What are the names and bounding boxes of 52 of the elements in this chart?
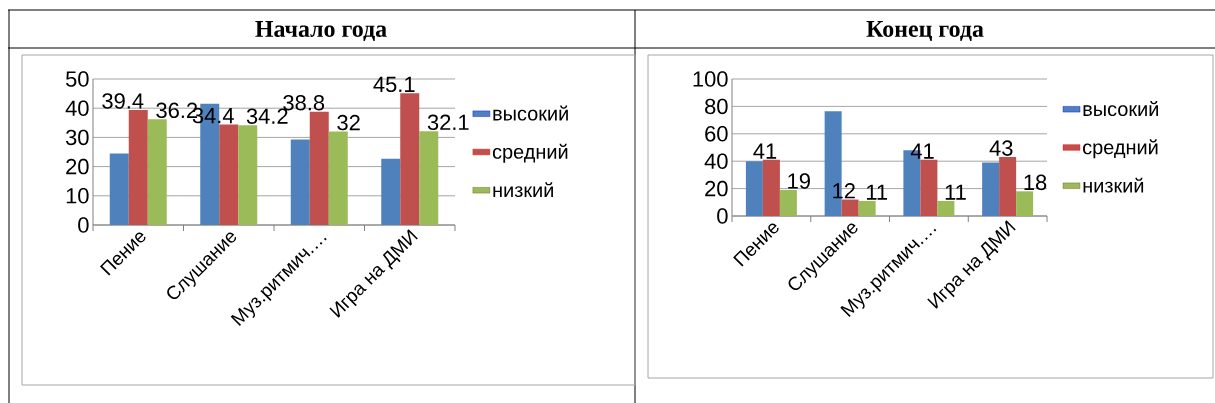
y-tick-label: 0	[717, 208, 728, 224]
bar	[238, 125, 258, 225]
legend-label: высокий	[1083, 101, 1158, 117]
chart-title: Конец года	[866, 21, 984, 41]
data-label: 19	[788, 173, 810, 189]
bar	[381, 158, 401, 225]
y-tick-label: 20	[66, 158, 89, 175]
bar	[779, 189, 797, 216]
bar	[1016, 191, 1034, 216]
bar	[400, 93, 420, 225]
y-tick-label: 40	[65, 100, 89, 116]
bar	[841, 199, 859, 216]
y-tick-label: 10	[66, 188, 89, 204]
data-label: 11	[945, 184, 966, 200]
y-tick-label: 50	[65, 71, 89, 87]
bar	[219, 124, 239, 225]
bar	[999, 157, 1017, 216]
chart-title: Начало года	[255, 21, 387, 41]
legend-label: высокий	[493, 105, 568, 121]
legend-label: средний	[492, 143, 568, 163]
data-label: 39.4	[102, 93, 144, 109]
bar	[745, 161, 763, 216]
y-tick-label: 0	[78, 217, 89, 233]
bar	[109, 153, 129, 225]
bar	[290, 139, 310, 225]
y-tick-label: 80	[705, 98, 728, 115]
legend-label: низкий	[493, 182, 553, 198]
data-label: 11	[867, 184, 888, 200]
y-tick-label: 30	[65, 129, 89, 146]
y-tick-label: 20	[705, 180, 728, 197]
bar	[147, 119, 167, 225]
data-label: 18	[1024, 174, 1047, 191]
data-label: 32.1	[427, 114, 469, 131]
bar	[920, 159, 938, 216]
bar	[128, 109, 148, 225]
data-label: 41	[910, 143, 934, 159]
bar	[937, 200, 955, 216]
y-tick-label: 60	[705, 126, 728, 142]
legend-label: средний	[1083, 139, 1158, 159]
bar	[309, 111, 329, 225]
data-label: 43	[989, 140, 1013, 156]
y-tick-label: 40	[704, 153, 728, 169]
bar	[982, 162, 1000, 216]
bar	[762, 159, 780, 216]
bar	[419, 131, 439, 225]
data-label: 45.1	[373, 76, 415, 93]
data-label: 41	[753, 143, 777, 159]
legend-label: низкий	[1083, 177, 1144, 193]
y-tick-label: 100	[693, 71, 728, 87]
bar	[858, 200, 876, 216]
bar	[328, 131, 348, 225]
data-label: 32	[337, 114, 360, 131]
